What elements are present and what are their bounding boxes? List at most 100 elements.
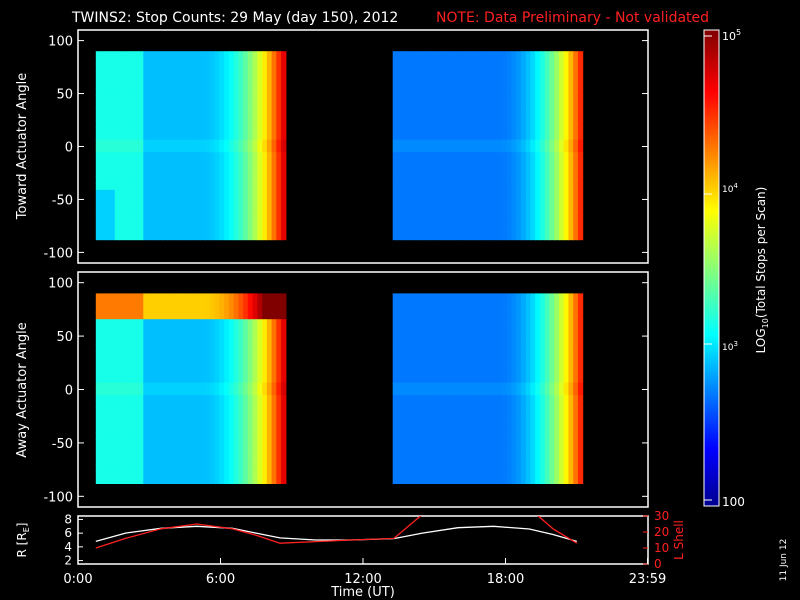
heatmap-cell xyxy=(124,101,130,109)
heatmap-cell xyxy=(214,151,220,159)
heatmap-cell xyxy=(454,464,460,472)
heatmap-cell xyxy=(224,57,230,65)
heatmap-cell xyxy=(516,164,522,172)
heatmap-cell xyxy=(110,293,116,301)
heatmap-cell xyxy=(577,132,584,140)
heatmap-cell xyxy=(238,145,244,153)
heatmap-cell xyxy=(525,132,531,140)
heatmap-cell xyxy=(167,306,173,313)
heatmap-cell xyxy=(406,331,413,339)
heatmap-cell xyxy=(549,107,555,115)
heatmap-cell xyxy=(402,227,408,234)
heatmap-cell xyxy=(554,394,560,402)
heatmap-cell xyxy=(271,451,277,459)
heatmap-cell xyxy=(129,114,135,121)
heatmap-cell xyxy=(421,306,427,313)
heatmap-cell xyxy=(95,63,102,71)
heatmap-cell xyxy=(148,63,154,71)
heatmap-cell xyxy=(233,439,239,446)
heatmap-cell xyxy=(276,420,282,427)
heatmap-cell xyxy=(171,82,178,90)
heatmap-cell xyxy=(435,306,441,313)
heatmap-cell xyxy=(430,57,436,65)
heatmap-cell xyxy=(181,51,187,58)
heatmap-cell xyxy=(516,363,522,370)
heatmap-cell xyxy=(257,464,263,472)
heatmap-cell xyxy=(271,95,277,102)
heatmap-cell xyxy=(482,120,489,128)
heatmap-cell xyxy=(478,63,484,71)
heatmap-cell xyxy=(549,470,555,478)
heatmap-cell xyxy=(558,120,565,128)
heatmap-cell xyxy=(181,63,187,71)
heatmap-cell xyxy=(162,176,168,184)
heatmap-cell xyxy=(186,202,192,209)
heatmap-cell xyxy=(195,401,201,408)
heatmap-cell xyxy=(535,420,541,427)
heatmap-cell xyxy=(138,107,144,115)
heatmap-cell xyxy=(247,420,254,427)
heatmap-cell xyxy=(157,132,163,140)
heatmap-cell xyxy=(200,312,206,320)
heatmap-cell xyxy=(214,312,220,320)
heatmap-cell xyxy=(473,63,479,71)
heatmap-cell xyxy=(449,183,455,190)
heatmap-cell xyxy=(124,451,130,459)
heatmap-cell xyxy=(435,88,441,96)
heatmap-cell xyxy=(535,464,541,472)
heatmap-cell xyxy=(516,445,522,453)
heatmap-cell xyxy=(435,145,441,153)
heatmap-cell xyxy=(219,350,225,358)
heatmap-cell xyxy=(243,183,249,190)
heatmap-cell xyxy=(554,312,560,320)
heatmap-cell xyxy=(402,202,408,209)
heatmap-cell xyxy=(148,388,154,396)
heatmap-cell xyxy=(228,176,235,184)
heatmap-cell xyxy=(148,227,154,234)
radius-tick-label: 6 xyxy=(64,526,72,540)
heatmap-cell xyxy=(110,195,116,203)
heatmap-cell xyxy=(459,132,465,140)
heatmap-cell xyxy=(181,445,187,453)
heatmap-cell xyxy=(497,394,503,402)
heatmap-cell xyxy=(209,375,215,383)
heatmap-cell xyxy=(243,388,249,396)
heatmap-cell xyxy=(444,70,451,77)
heatmap-cell xyxy=(114,227,121,234)
heatmap-cell xyxy=(195,202,201,209)
heatmap-cell xyxy=(209,220,215,228)
heatmap-cell xyxy=(430,208,436,216)
heatmap-cell xyxy=(535,82,541,90)
heatmap-cell xyxy=(573,420,579,427)
heatmap-cell xyxy=(530,88,536,96)
heatmap-cell xyxy=(214,464,220,472)
heatmap-cell xyxy=(195,325,201,332)
heatmap-cell xyxy=(487,439,493,446)
heatmap-cell xyxy=(110,101,116,109)
heatmap-cell xyxy=(171,318,178,326)
heatmap-cell xyxy=(233,426,239,434)
heatmap-cell xyxy=(511,477,517,484)
heatmap-cell xyxy=(535,382,541,389)
heatmap-cell xyxy=(520,331,527,339)
heatmap-cell xyxy=(511,88,517,96)
heatmap-cell xyxy=(482,312,489,320)
heatmap-cell xyxy=(95,82,102,90)
heatmap-cell xyxy=(516,401,522,408)
heatmap-cell xyxy=(558,312,565,320)
heatmap-cell xyxy=(406,375,413,383)
heatmap-cell xyxy=(482,369,489,377)
heatmap-cell xyxy=(397,394,403,402)
heatmap-cell xyxy=(563,445,569,453)
heatmap-cell xyxy=(152,107,159,115)
heatmap-cell xyxy=(252,214,258,222)
heatmap-cell xyxy=(478,164,484,172)
heatmap-cell xyxy=(573,220,579,228)
heatmap-cell xyxy=(430,477,436,484)
heatmap-cell xyxy=(459,458,465,465)
heatmap-cell xyxy=(262,426,268,434)
heatmap-cell xyxy=(124,120,130,128)
heatmap-cell xyxy=(138,120,144,128)
heatmap-cell xyxy=(558,220,565,228)
